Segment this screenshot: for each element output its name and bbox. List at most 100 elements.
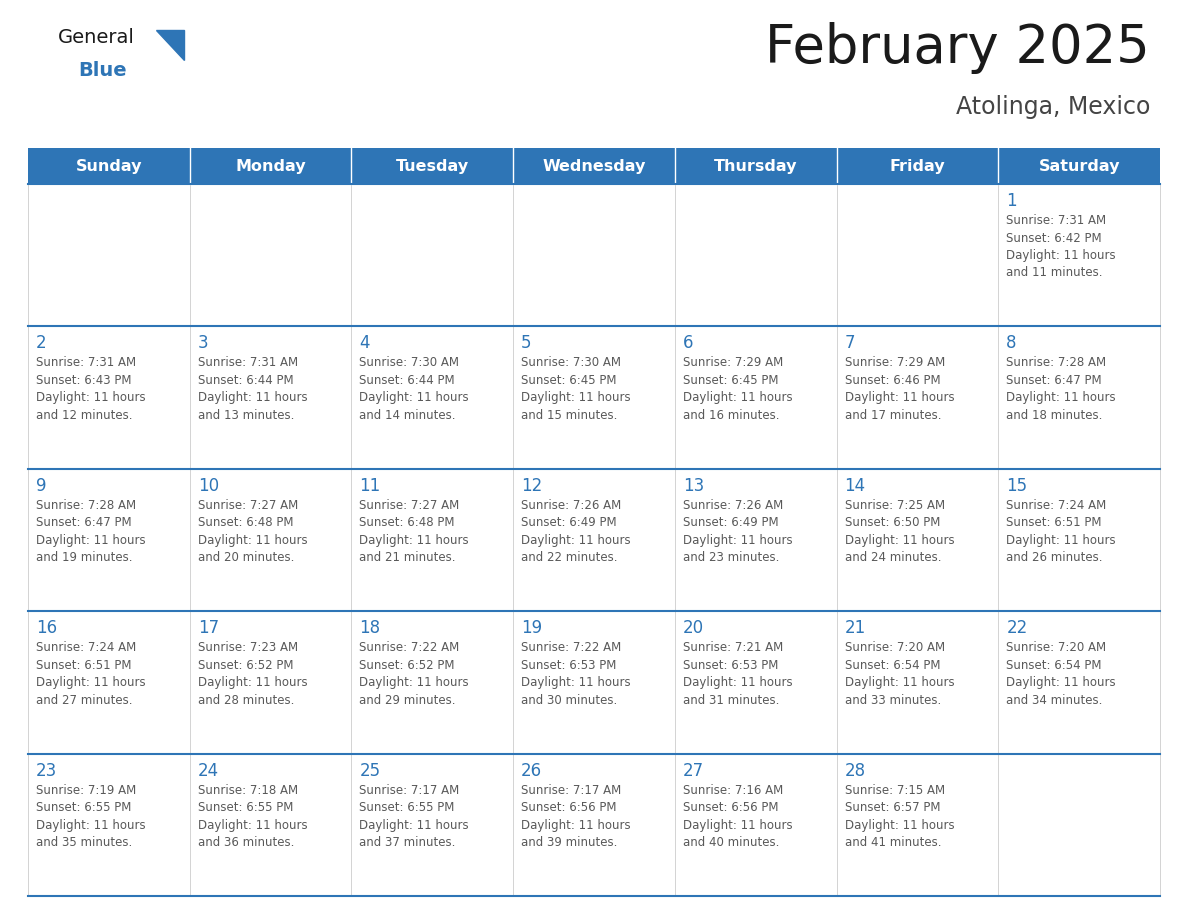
Text: Sunrise: 7:31 AM
Sunset: 6:43 PM
Daylight: 11 hours
and 12 minutes.: Sunrise: 7:31 AM Sunset: 6:43 PM Dayligh… xyxy=(36,356,146,422)
Text: Tuesday: Tuesday xyxy=(396,159,469,174)
Bar xyxy=(998,184,1159,327)
Bar xyxy=(998,327,1159,469)
Text: 27: 27 xyxy=(683,762,704,779)
Text: Sunrise: 7:27 AM
Sunset: 6:48 PM
Daylight: 11 hours
and 20 minutes.: Sunrise: 7:27 AM Sunset: 6:48 PM Dayligh… xyxy=(197,498,308,565)
Text: Saturday: Saturday xyxy=(1038,159,1120,174)
Bar xyxy=(836,184,998,327)
Bar xyxy=(998,611,1159,754)
Text: Sunrise: 7:29 AM
Sunset: 6:45 PM
Daylight: 11 hours
and 16 minutes.: Sunrise: 7:29 AM Sunset: 6:45 PM Dayligh… xyxy=(683,356,792,422)
Text: 21: 21 xyxy=(845,620,866,637)
Bar xyxy=(675,611,836,754)
Bar xyxy=(513,611,675,754)
Text: 15: 15 xyxy=(1006,476,1028,495)
Text: Sunday: Sunday xyxy=(76,159,143,174)
Text: Sunrise: 7:27 AM
Sunset: 6:48 PM
Daylight: 11 hours
and 21 minutes.: Sunrise: 7:27 AM Sunset: 6:48 PM Dayligh… xyxy=(360,498,469,565)
Bar xyxy=(836,754,998,896)
Text: 7: 7 xyxy=(845,334,855,353)
Bar xyxy=(513,754,675,896)
Text: Sunrise: 7:29 AM
Sunset: 6:46 PM
Daylight: 11 hours
and 17 minutes.: Sunrise: 7:29 AM Sunset: 6:46 PM Dayligh… xyxy=(845,356,954,422)
Text: Sunrise: 7:16 AM
Sunset: 6:56 PM
Daylight: 11 hours
and 40 minutes.: Sunrise: 7:16 AM Sunset: 6:56 PM Dayligh… xyxy=(683,784,792,849)
Text: Sunrise: 7:22 AM
Sunset: 6:53 PM
Daylight: 11 hours
and 30 minutes.: Sunrise: 7:22 AM Sunset: 6:53 PM Dayligh… xyxy=(522,641,631,707)
Bar xyxy=(352,611,513,754)
Text: Sunrise: 7:30 AM
Sunset: 6:44 PM
Daylight: 11 hours
and 14 minutes.: Sunrise: 7:30 AM Sunset: 6:44 PM Dayligh… xyxy=(360,356,469,422)
Text: Sunrise: 7:21 AM
Sunset: 6:53 PM
Daylight: 11 hours
and 31 minutes.: Sunrise: 7:21 AM Sunset: 6:53 PM Dayligh… xyxy=(683,641,792,707)
Text: 1: 1 xyxy=(1006,192,1017,210)
Text: 28: 28 xyxy=(845,762,866,779)
Bar xyxy=(29,327,190,469)
Text: Blue: Blue xyxy=(78,61,127,80)
Text: Atolinga, Mexico: Atolinga, Mexico xyxy=(955,95,1150,119)
Bar xyxy=(998,469,1159,611)
Bar xyxy=(513,184,675,327)
Text: Sunrise: 7:24 AM
Sunset: 6:51 PM
Daylight: 11 hours
and 27 minutes.: Sunrise: 7:24 AM Sunset: 6:51 PM Dayligh… xyxy=(36,641,146,707)
Bar xyxy=(836,469,998,611)
Bar xyxy=(190,148,352,184)
Bar xyxy=(675,184,836,327)
Bar xyxy=(675,469,836,611)
Text: Sunrise: 7:17 AM
Sunset: 6:56 PM
Daylight: 11 hours
and 39 minutes.: Sunrise: 7:17 AM Sunset: 6:56 PM Dayligh… xyxy=(522,784,631,849)
Text: Sunrise: 7:15 AM
Sunset: 6:57 PM
Daylight: 11 hours
and 41 minutes.: Sunrise: 7:15 AM Sunset: 6:57 PM Dayligh… xyxy=(845,784,954,849)
Bar xyxy=(190,184,352,327)
Text: 18: 18 xyxy=(360,620,380,637)
Bar xyxy=(998,754,1159,896)
Bar xyxy=(352,184,513,327)
Text: February 2025: February 2025 xyxy=(765,22,1150,74)
Bar xyxy=(836,148,998,184)
Text: 14: 14 xyxy=(845,476,866,495)
Text: 25: 25 xyxy=(360,762,380,779)
Bar xyxy=(675,754,836,896)
Bar xyxy=(352,148,513,184)
Text: 24: 24 xyxy=(197,762,219,779)
Text: 3: 3 xyxy=(197,334,208,353)
Bar xyxy=(352,327,513,469)
Text: Sunrise: 7:26 AM
Sunset: 6:49 PM
Daylight: 11 hours
and 23 minutes.: Sunrise: 7:26 AM Sunset: 6:49 PM Dayligh… xyxy=(683,498,792,565)
Bar xyxy=(352,754,513,896)
Text: Sunrise: 7:19 AM
Sunset: 6:55 PM
Daylight: 11 hours
and 35 minutes.: Sunrise: 7:19 AM Sunset: 6:55 PM Dayligh… xyxy=(36,784,146,849)
Text: Sunrise: 7:31 AM
Sunset: 6:44 PM
Daylight: 11 hours
and 13 minutes.: Sunrise: 7:31 AM Sunset: 6:44 PM Dayligh… xyxy=(197,356,308,422)
Text: 16: 16 xyxy=(36,620,57,637)
Text: Sunrise: 7:28 AM
Sunset: 6:47 PM
Daylight: 11 hours
and 18 minutes.: Sunrise: 7:28 AM Sunset: 6:47 PM Dayligh… xyxy=(1006,356,1116,422)
Text: Sunrise: 7:28 AM
Sunset: 6:47 PM
Daylight: 11 hours
and 19 minutes.: Sunrise: 7:28 AM Sunset: 6:47 PM Dayligh… xyxy=(36,498,146,565)
Bar xyxy=(675,148,836,184)
Text: Sunrise: 7:31 AM
Sunset: 6:42 PM
Daylight: 11 hours
and 11 minutes.: Sunrise: 7:31 AM Sunset: 6:42 PM Dayligh… xyxy=(1006,214,1116,279)
Text: 10: 10 xyxy=(197,476,219,495)
Bar xyxy=(190,611,352,754)
Text: Thursday: Thursday xyxy=(714,159,797,174)
Text: 2: 2 xyxy=(36,334,46,353)
Bar xyxy=(513,148,675,184)
Bar xyxy=(675,327,836,469)
Text: 11: 11 xyxy=(360,476,380,495)
Text: Sunrise: 7:30 AM
Sunset: 6:45 PM
Daylight: 11 hours
and 15 minutes.: Sunrise: 7:30 AM Sunset: 6:45 PM Dayligh… xyxy=(522,356,631,422)
Bar xyxy=(29,754,190,896)
Text: 17: 17 xyxy=(197,620,219,637)
Text: 8: 8 xyxy=(1006,334,1017,353)
Text: 6: 6 xyxy=(683,334,694,353)
Text: Sunrise: 7:25 AM
Sunset: 6:50 PM
Daylight: 11 hours
and 24 minutes.: Sunrise: 7:25 AM Sunset: 6:50 PM Dayligh… xyxy=(845,498,954,565)
Bar xyxy=(513,469,675,611)
Bar xyxy=(190,327,352,469)
Bar xyxy=(29,469,190,611)
Text: Sunrise: 7:22 AM
Sunset: 6:52 PM
Daylight: 11 hours
and 29 minutes.: Sunrise: 7:22 AM Sunset: 6:52 PM Dayligh… xyxy=(360,641,469,707)
Text: 22: 22 xyxy=(1006,620,1028,637)
Text: 26: 26 xyxy=(522,762,542,779)
Text: 4: 4 xyxy=(360,334,369,353)
Text: 5: 5 xyxy=(522,334,532,353)
Bar xyxy=(836,611,998,754)
Bar xyxy=(352,469,513,611)
Text: Wednesday: Wednesday xyxy=(542,159,646,174)
Text: Sunrise: 7:18 AM
Sunset: 6:55 PM
Daylight: 11 hours
and 36 minutes.: Sunrise: 7:18 AM Sunset: 6:55 PM Dayligh… xyxy=(197,784,308,849)
Bar xyxy=(998,148,1159,184)
Bar xyxy=(29,148,190,184)
Text: 13: 13 xyxy=(683,476,704,495)
Text: 12: 12 xyxy=(522,476,543,495)
Text: Sunrise: 7:20 AM
Sunset: 6:54 PM
Daylight: 11 hours
and 33 minutes.: Sunrise: 7:20 AM Sunset: 6:54 PM Dayligh… xyxy=(845,641,954,707)
Text: 23: 23 xyxy=(36,762,57,779)
Text: Friday: Friday xyxy=(890,159,946,174)
Text: 9: 9 xyxy=(36,476,46,495)
Text: 20: 20 xyxy=(683,620,704,637)
Bar xyxy=(190,754,352,896)
Text: Sunrise: 7:23 AM
Sunset: 6:52 PM
Daylight: 11 hours
and 28 minutes.: Sunrise: 7:23 AM Sunset: 6:52 PM Dayligh… xyxy=(197,641,308,707)
Bar xyxy=(29,184,190,327)
Polygon shape xyxy=(156,30,184,60)
Text: Sunrise: 7:20 AM
Sunset: 6:54 PM
Daylight: 11 hours
and 34 minutes.: Sunrise: 7:20 AM Sunset: 6:54 PM Dayligh… xyxy=(1006,641,1116,707)
